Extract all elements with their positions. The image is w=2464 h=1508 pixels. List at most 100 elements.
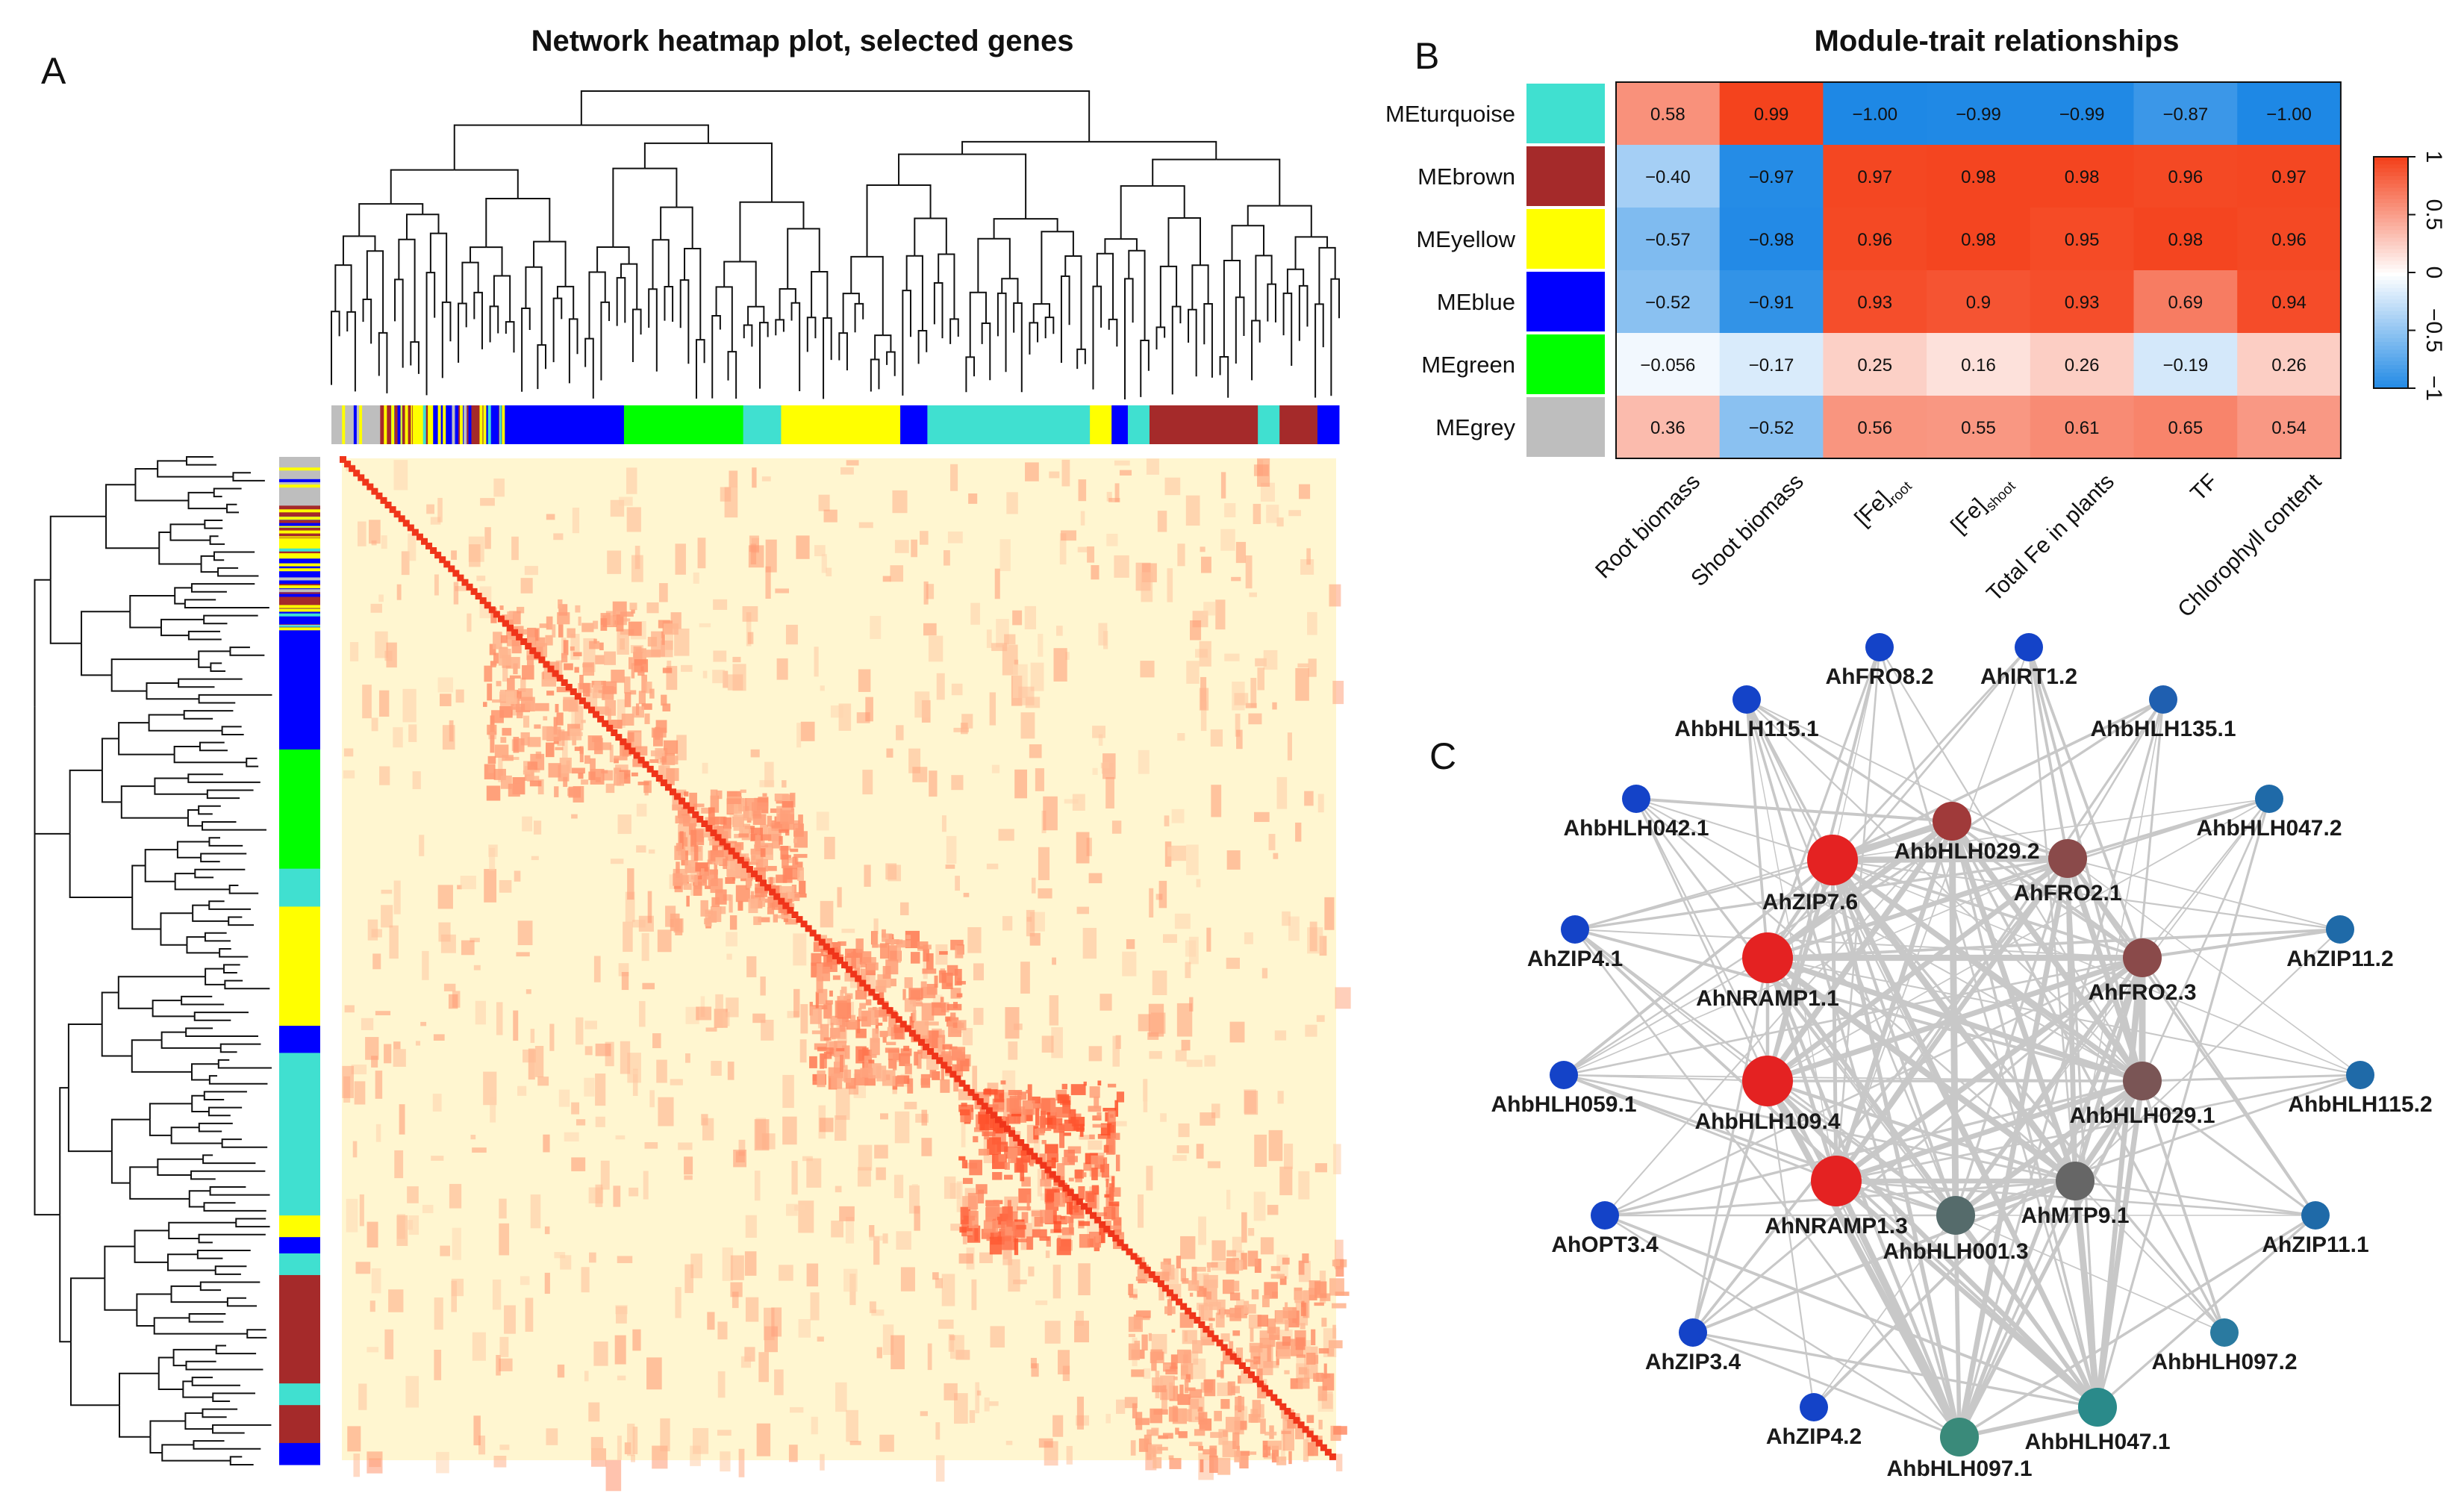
trait-cell xyxy=(1823,208,1927,271)
heatmap-speckle xyxy=(460,876,476,890)
network-node[interactable]: AhbHLH109.4 xyxy=(1694,1056,1841,1134)
network-node[interactable]: AhFRO8.2 xyxy=(1825,633,1934,689)
heatmap-speckle xyxy=(1211,785,1222,817)
heatmap-speckle xyxy=(1014,1023,1023,1030)
heatmap-speckle xyxy=(1185,940,1197,957)
node-circle[interactable] xyxy=(2015,633,2043,661)
module-swatch-meturquoise xyxy=(1526,84,1605,143)
node-circle[interactable] xyxy=(2255,785,2283,813)
network-node[interactable]: AhbHLH135.1 xyxy=(2090,685,2236,741)
node-circle[interactable] xyxy=(1865,633,1894,661)
heatmap-speckle xyxy=(1088,873,1102,884)
network-node[interactable]: AhbHLH001.3 xyxy=(1883,1196,2029,1264)
gene-label: AhZIP4.1 xyxy=(1527,947,1623,971)
dendrogram-branch xyxy=(1287,292,1293,367)
node-circle[interactable] xyxy=(2149,685,2177,714)
dendrogram-branch xyxy=(727,351,732,381)
left-bar-segment-turquoise xyxy=(279,868,320,907)
heatmap-speckle xyxy=(926,584,935,599)
node-circle[interactable] xyxy=(2301,1201,2330,1230)
network-node[interactable]: AhZIP7.6 xyxy=(1762,835,1858,915)
network-node[interactable]: AhZIP4.2 xyxy=(1766,1393,1862,1449)
node-circle[interactable] xyxy=(1742,932,1793,983)
heatmap-speckle xyxy=(1008,1259,1020,1292)
heatmap-speckle xyxy=(991,764,1000,773)
heatmap-block-cell xyxy=(1306,1352,1316,1365)
heatmap-block-cell xyxy=(737,900,743,911)
network-node[interactable]: AhNRAMP1.3 xyxy=(1765,1156,1908,1239)
dendrogram-branch xyxy=(870,358,876,392)
node-circle[interactable] xyxy=(1561,915,1589,944)
heatmap-block-cell xyxy=(617,771,625,786)
legend-gradient-step xyxy=(2374,361,2408,366)
network-node[interactable]: AhbHLH047.2 xyxy=(2196,785,2342,841)
heatmap-speckle xyxy=(396,584,402,600)
heatmap-block-cell xyxy=(1214,1410,1222,1421)
network-node[interactable]: AhbHLH059.1 xyxy=(1491,1061,1637,1117)
heatmap-block-cell xyxy=(1105,1112,1109,1122)
node-circle[interactable] xyxy=(2056,1162,2095,1200)
network-node[interactable]: AhbHLH097.2 xyxy=(2151,1318,2298,1374)
network-node[interactable]: AhFRO2.3 xyxy=(2088,938,2197,1005)
network-node[interactable]: AhbHLH029.2 xyxy=(1894,802,2040,864)
network-node[interactable]: AhNRAMP1.1 xyxy=(1696,932,1839,1011)
node-circle[interactable] xyxy=(1591,1201,1619,1230)
node-circle[interactable] xyxy=(2078,1388,2117,1427)
heatmap-speckle xyxy=(344,1005,355,1013)
legend-gradient-step xyxy=(2374,337,2408,343)
dendrogram-branch xyxy=(187,778,261,783)
network-node[interactable]: AhZIP3.4 xyxy=(1645,1318,1741,1374)
heatmap-speckle xyxy=(352,1141,358,1158)
node-circle[interactable] xyxy=(1933,802,1971,841)
network-node[interactable]: AhbHLH115.2 xyxy=(2288,1061,2433,1117)
network-node[interactable]: AhMTP9.1 xyxy=(2021,1162,2130,1228)
network-node[interactable]: AhbHLH115.1 xyxy=(1674,685,1819,741)
node-circle[interactable] xyxy=(2123,938,2162,977)
dendrogram-branch xyxy=(157,468,234,478)
network-node[interactable]: AhOPT3.4 xyxy=(1551,1201,1659,1257)
network-nodes: AhFRO8.2 AhIRT1.2 AhbHLH115.1 AhbHLH135.1 Ah… xyxy=(1491,633,2433,1481)
dendrogram-branch xyxy=(1298,284,1304,341)
node-circle[interactable] xyxy=(1811,1156,1862,1206)
network-node[interactable]: AhZIP4.1 xyxy=(1527,915,1623,971)
dendrogram-branch xyxy=(186,456,213,461)
left-bar-stripe xyxy=(279,589,320,593)
node-circle[interactable] xyxy=(2326,915,2354,944)
network-node[interactable]: AhbHLH097.1 xyxy=(1886,1418,2033,1481)
network-node[interactable]: AhIRT1.2 xyxy=(1980,633,2077,689)
heatmap-speckle xyxy=(1268,1130,1283,1162)
network-node[interactable]: AhZIP11.1 xyxy=(2262,1201,2369,1257)
node-circle[interactable] xyxy=(1742,1056,1793,1106)
node-circle[interactable] xyxy=(1936,1196,1975,1235)
node-circle[interactable] xyxy=(1940,1418,1979,1456)
dendrogram-branch xyxy=(200,853,247,858)
node-circle[interactable] xyxy=(1732,685,1761,714)
node-circle[interactable] xyxy=(1622,785,1650,813)
heatmap-block-cell xyxy=(959,1227,967,1233)
heatmap-speckle xyxy=(589,1252,596,1263)
heatmap-diagonal xyxy=(452,570,460,577)
heatmap-speckle xyxy=(473,1415,481,1446)
heatmap-diagonal xyxy=(633,752,640,759)
heatmap-speckle xyxy=(921,1109,928,1126)
network-node[interactable]: AhZIP11.2 xyxy=(2286,915,2394,971)
heatmap-block-cell xyxy=(1241,1253,1247,1270)
node-circle[interactable] xyxy=(2210,1318,2239,1347)
node-circle[interactable] xyxy=(2346,1061,2374,1089)
node-circle[interactable] xyxy=(1550,1061,1578,1089)
dendrogram-branch xyxy=(198,659,211,668)
node-circle[interactable] xyxy=(1807,835,1858,885)
heatmap-speckle xyxy=(467,613,472,632)
network-node[interactable]: AhFRO2.1 xyxy=(2013,839,2122,906)
node-circle[interactable] xyxy=(2123,1062,2162,1100)
network-node[interactable]: AhbHLH042.1 xyxy=(1563,785,1709,841)
node-circle[interactable] xyxy=(1679,1318,1707,1347)
network-node[interactable]: AhbHLH047.1 xyxy=(2024,1388,2171,1454)
node-circle[interactable] xyxy=(1800,1393,1828,1421)
node-circle[interactable] xyxy=(2048,839,2087,878)
heatmap-speckle xyxy=(830,705,843,718)
trait-cell-value: 0.98 xyxy=(2065,167,2100,187)
network-node[interactable]: AhbHLH029.1 xyxy=(2069,1062,2215,1128)
heatmap-speckle xyxy=(499,879,512,893)
network-edge xyxy=(1766,646,1881,959)
